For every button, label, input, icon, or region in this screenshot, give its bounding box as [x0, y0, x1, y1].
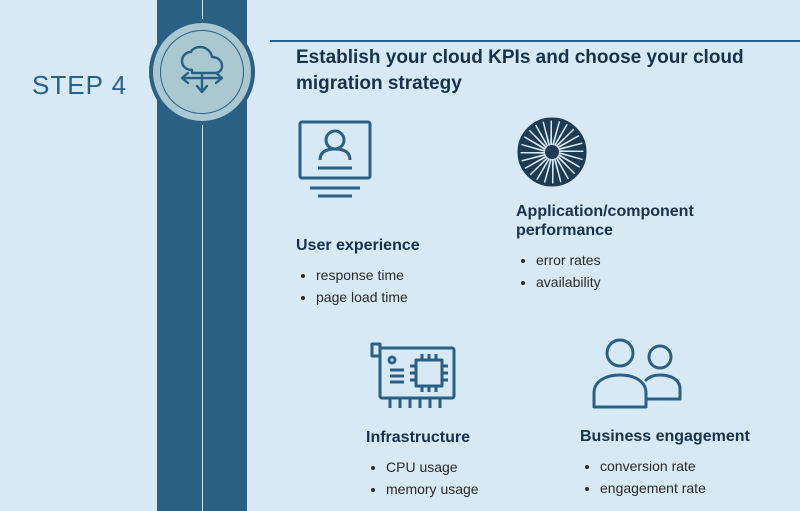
kpi-bullet: error rates [536, 250, 746, 272]
kpi-bullet: CPU usage [386, 457, 566, 479]
kpi-card-business-engagement: Business engagement conversion rate enga… [580, 335, 790, 500]
kpi-bullet: response time [316, 265, 496, 287]
kpi-bullets: conversion rate engagement rate [580, 456, 790, 499]
people-icon [580, 335, 690, 413]
kpi-bullets: CPU usage memory usage [366, 457, 566, 500]
wheel-icon [516, 116, 588, 188]
kpi-heading: Infrastructure [366, 428, 566, 447]
kpi-bullet: engagement rate [600, 478, 790, 500]
cloud-arrows-icon [170, 44, 234, 100]
top-divider [270, 40, 800, 42]
step-badge-inner [160, 30, 244, 114]
kpi-bullet: conversion rate [600, 456, 790, 478]
kpi-bullets: response time page load time [296, 265, 496, 308]
user-badge-icon [296, 116, 374, 200]
kpi-bullet: page load time [316, 287, 496, 309]
step-badge [149, 19, 255, 125]
kpi-heading: Application/component performance [516, 202, 746, 240]
kpi-bullet: availability [536, 272, 746, 294]
kpi-card-infrastructure: Infrastructure CPU usage memory usage [366, 340, 566, 501]
section-title: Establish your cloud KPIs and choose you… [296, 45, 766, 96]
kpi-bullet: memory usage [386, 479, 566, 501]
kpi-heading: Business engagement [580, 427, 790, 446]
step-label: STEP 4 [32, 70, 127, 101]
circuit-board-icon [366, 340, 458, 414]
kpi-bullets: error rates availability [516, 250, 746, 293]
kpi-card-performance: Application/component performance error … [516, 116, 746, 294]
kpi-card-user-experience: User experience response time page load … [296, 116, 496, 309]
kpi-heading: User experience [296, 236, 496, 255]
